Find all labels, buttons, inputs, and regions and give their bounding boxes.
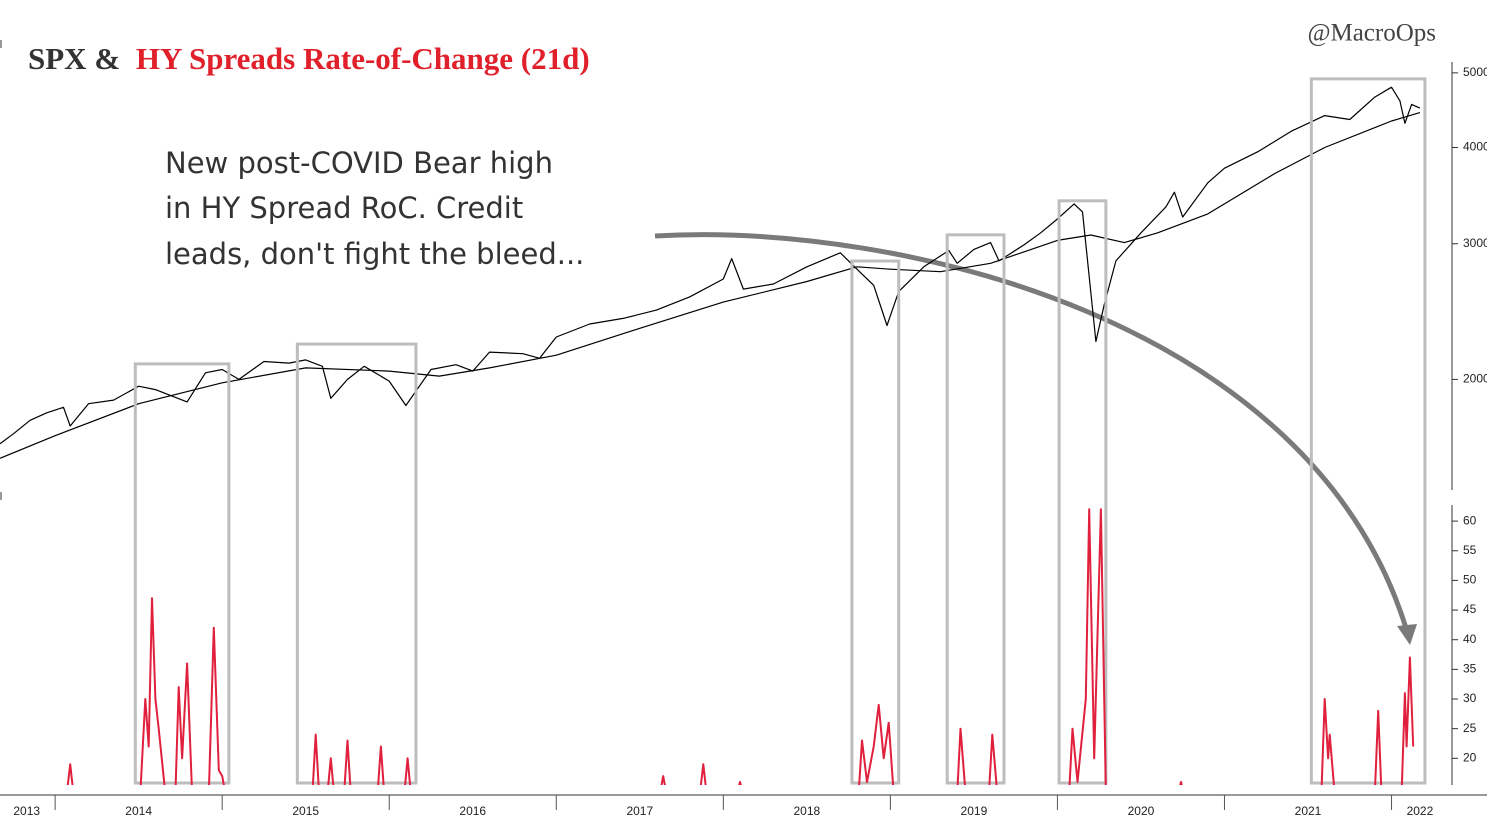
y-tick-label: 40 — [1463, 632, 1477, 646]
highlight-box — [850, 259, 901, 785]
title-part: SPX & — [28, 41, 120, 76]
annotation-arrow — [654, 232, 1409, 629]
x-tick-label: 2014 — [125, 804, 152, 818]
credit: @MacroOps — [1307, 20, 1436, 47]
x-tick-label: 2017 — [626, 804, 653, 818]
data-line — [0, 112, 1421, 459]
x-tick-label: 2019 — [961, 804, 988, 818]
highlight-box — [1309, 77, 1427, 785]
highlight-box — [1057, 199, 1108, 785]
y-tick-label: 4000 — [1463, 140, 1487, 154]
x-tick-label: 2013 — [13, 804, 40, 818]
x-tick-label: 2018 — [794, 804, 821, 818]
title-part: HY Spreads Rate-of-Change (21d) — [136, 41, 590, 76]
y-tick-label: 25 — [1463, 721, 1477, 735]
y-tick-label: 3000 — [1463, 236, 1487, 250]
plot-area — [0, 86, 1421, 459]
annotation: leads, don't fight the bleed... — [165, 237, 584, 271]
y-tick-label: 50 — [1463, 573, 1477, 587]
highlight-box — [133, 362, 231, 785]
plot-area — [66, 508, 1415, 785]
x-tick-label: 2021 — [1295, 804, 1322, 818]
highlight-box — [945, 233, 1006, 785]
annotation: in HY Spread RoC. Credit — [165, 191, 523, 225]
y-tick-label: 5000 — [1463, 65, 1487, 79]
y-tick-label: 30 — [1463, 691, 1477, 705]
data-line — [0, 86, 1421, 445]
y-tick-label: 20 — [1463, 750, 1477, 764]
x-tick-label: 2016 — [459, 804, 486, 818]
y-tick-label: 55 — [1463, 543, 1477, 557]
y-tick-label: 2000 — [1463, 372, 1487, 386]
x-tick-label: 2022 — [1407, 804, 1434, 818]
x-tick-label: 2015 — [292, 804, 319, 818]
highlight-box — [295, 342, 418, 785]
y-tick-label: 60 — [1463, 513, 1477, 527]
y-tick-label: 45 — [1463, 602, 1477, 616]
data-line — [66, 508, 1415, 785]
arrow-head — [1397, 624, 1417, 645]
x-tick-label: 2020 — [1128, 804, 1155, 818]
y-tick-label: 35 — [1463, 662, 1477, 676]
annotation: New post-COVID Bear high — [165, 146, 553, 180]
chart-title: SPX & HY Spreads Rate-of-Change (21d) — [28, 41, 590, 76]
